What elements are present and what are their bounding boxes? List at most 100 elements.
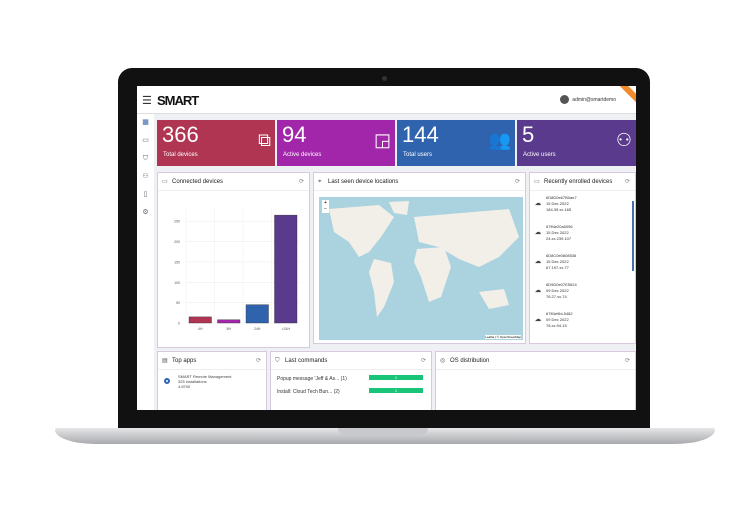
- gear-icon[interactable]: ⚙: [142, 209, 149, 216]
- command-item[interactable]: Install: Cloud Tech Bun... (2) 1: [271, 383, 431, 396]
- tile-active-users[interactable]: 5 Active users ⚇: [517, 120, 636, 166]
- refresh-icon[interactable]: ⟳: [514, 179, 520, 185]
- card-title: Last seen device locations: [328, 179, 399, 185]
- screen: ☰ SMART admin@smartdemo ▦ ▭ ⛉ ⚇ ▯ ⚙ 366 T…: [137, 86, 636, 410]
- y-tick-label: 200: [174, 240, 180, 244]
- device-id: 67ff4e9bL5482: [546, 311, 573, 316]
- command-status-bar: 1: [369, 375, 423, 380]
- camera: [382, 76, 387, 81]
- users-icon: 👥: [488, 130, 511, 150]
- device-list-item[interactable]: ☁ 6D9D0e07E5524 09 Dec 2022 76.27.xx.74: [530, 278, 635, 307]
- users-icon[interactable]: ⚇: [142, 173, 149, 180]
- device-icon: ☁: [535, 317, 541, 323]
- device-list-item[interactable]: ☁ 67ff4e20a0096 15 Dec 2022 24.xx.239.107: [530, 220, 635, 249]
- tile-label: Active users: [523, 152, 556, 158]
- refresh-icon[interactable]: ⟳: [624, 179, 630, 185]
- x-tick-label: >24H: [282, 327, 291, 331]
- connected-devices-chart: 0 50 100 150 200 250 4H 8H 24H >24H: [174, 209, 300, 331]
- device-icon: ☁: [535, 259, 541, 265]
- bar: [217, 319, 241, 324]
- device-ip: 24.xx.239.107: [546, 236, 572, 241]
- app-item[interactable]: SMART Remote Management 325 installation…: [158, 370, 266, 389]
- y-tick-label: 150: [174, 260, 180, 264]
- map-land: [329, 201, 519, 317]
- world-map[interactable]: + − Leaflet | © OpenStreetMap: [319, 197, 523, 340]
- command-status-bar: 1: [369, 388, 423, 393]
- laptop-notch: [338, 428, 428, 435]
- dashboard-icon[interactable]: ▦: [142, 119, 149, 126]
- device-date: 15 Dec 2022: [546, 201, 569, 206]
- bar: [188, 316, 212, 324]
- laptop-base: [55, 428, 715, 444]
- y-tick-label: 50: [176, 301, 180, 305]
- refresh-icon[interactable]: ⟳: [420, 358, 426, 364]
- device-id: 6D9D0e07E5524: [546, 282, 577, 287]
- os-icon: ◎: [440, 358, 446, 364]
- card-title: Connected devices: [172, 179, 224, 185]
- command-icon: ⛉: [275, 358, 280, 364]
- app-name: SMART Remote Management: [178, 374, 232, 379]
- tile-value: 144: [402, 122, 439, 147]
- device-icon: ☁: [535, 201, 541, 207]
- device-id: 6D8D0e67B0ae7: [546, 195, 577, 200]
- connected-devices-card: ▭ Connected devices ⟳ 0 50 100 150 200 250 4H 8H 2…: [157, 172, 310, 348]
- tile-active-devices[interactable]: 94 Active devices ◲: [277, 120, 395, 166]
- device-list-item[interactable]: ☁ 6D8C0e0808536 15 Dec 2022 67.197.xx.77: [530, 249, 635, 278]
- tile-total-devices[interactable]: 366 Total devices ⧉: [157, 120, 275, 166]
- device-icon: ▭: [534, 179, 540, 185]
- device-date: 09 Dec 2022: [546, 317, 569, 322]
- app-version: 4.8700: [178, 384, 191, 389]
- tile-value: 94: [282, 122, 307, 147]
- logo: SMART: [157, 93, 199, 108]
- card-title: Recently enrolled devices: [544, 179, 613, 185]
- tile-total-users[interactable]: 144 Total users 👥: [397, 120, 515, 166]
- apps-icon: ▤: [162, 358, 168, 364]
- device-list-item[interactable]: ☁ 6D8D0e67B0ae7 15 Dec 2022 184.39.xx.165: [530, 191, 635, 220]
- device-id: 6D8C0e0808536: [546, 253, 577, 258]
- device-date: 09 Dec 2022: [546, 288, 569, 293]
- device-list-item[interactable]: ☁ 67ff4e9bL5482 09 Dec 2022 76.xx.94.15: [530, 307, 635, 336]
- command-label: Popup message 'Jeff & As... (1): [277, 376, 347, 382]
- y-tick-label: 250: [174, 220, 180, 224]
- refresh-icon[interactable]: ⟳: [255, 358, 261, 364]
- x-tick-label: 24H: [254, 327, 261, 331]
- bar: [274, 214, 298, 324]
- hamburger-icon[interactable]: ☰: [142, 95, 152, 107]
- tile-label: Active devices: [283, 152, 322, 158]
- avatar: [560, 95, 570, 104]
- refresh-icon[interactable]: ⟳: [298, 179, 304, 185]
- location-icon: ⌖: [318, 179, 322, 185]
- card-title: Top apps: [172, 358, 197, 364]
- recent-devices-card: ▭ Recently enrolled devices ⟳ ☁ 6D8D0e67B0a…: [529, 172, 636, 344]
- command-item[interactable]: Popup message 'Jeff & As... (1) 1: [271, 370, 431, 383]
- refresh-icon[interactable]: ⟳: [624, 358, 630, 364]
- x-tick-label: 4H: [198, 327, 203, 331]
- tile-value: 5: [522, 122, 535, 147]
- x-tick-label: 8H: [227, 327, 232, 331]
- zoom-controls[interactable]: + −: [322, 200, 329, 213]
- sidebar: ▦ ▭ ⛉ ⚇ ▯ ⚙: [137, 114, 154, 410]
- app-icon: [164, 378, 170, 384]
- devices-icon[interactable]: ▭: [142, 137, 149, 144]
- device-ip: 76.27.xx.74: [546, 294, 567, 299]
- y-tick-label: 100: [174, 281, 180, 285]
- bar: [245, 304, 269, 324]
- shield-icon[interactable]: ⛉: [142, 155, 149, 162]
- device-ip: 184.39.xx.165: [546, 207, 572, 212]
- users-outline-icon: ⚇: [615, 130, 632, 150]
- scrollbar[interactable]: [632, 201, 634, 271]
- top-bar: ☰ SMART admin@smartdemo: [137, 86, 636, 114]
- command-label: Install: Cloud Tech Bun... (2): [277, 389, 340, 395]
- device-id: 67ff4e20a0096: [546, 224, 573, 229]
- top-apps-card: ▤ Top apps ⟳ SMART Remote Management 325 i…: [157, 351, 267, 410]
- tile-label: Total users: [403, 152, 433, 158]
- devices-icon: ⧉: [258, 130, 271, 150]
- tile-label: Total devices: [163, 152, 198, 158]
- last-commands-card: ⛉ Last commands ⟳ Popup message 'Jeff & As…: [270, 351, 432, 410]
- tile-value: 366: [162, 122, 199, 147]
- device-ip: 76.xx.94.15: [546, 323, 567, 328]
- clipboard-icon[interactable]: ▯: [143, 191, 148, 198]
- app-installs: 325 installations: [178, 379, 207, 384]
- user-menu[interactable]: admin@smartdemo: [560, 95, 616, 104]
- device-icon: ▭: [162, 179, 168, 185]
